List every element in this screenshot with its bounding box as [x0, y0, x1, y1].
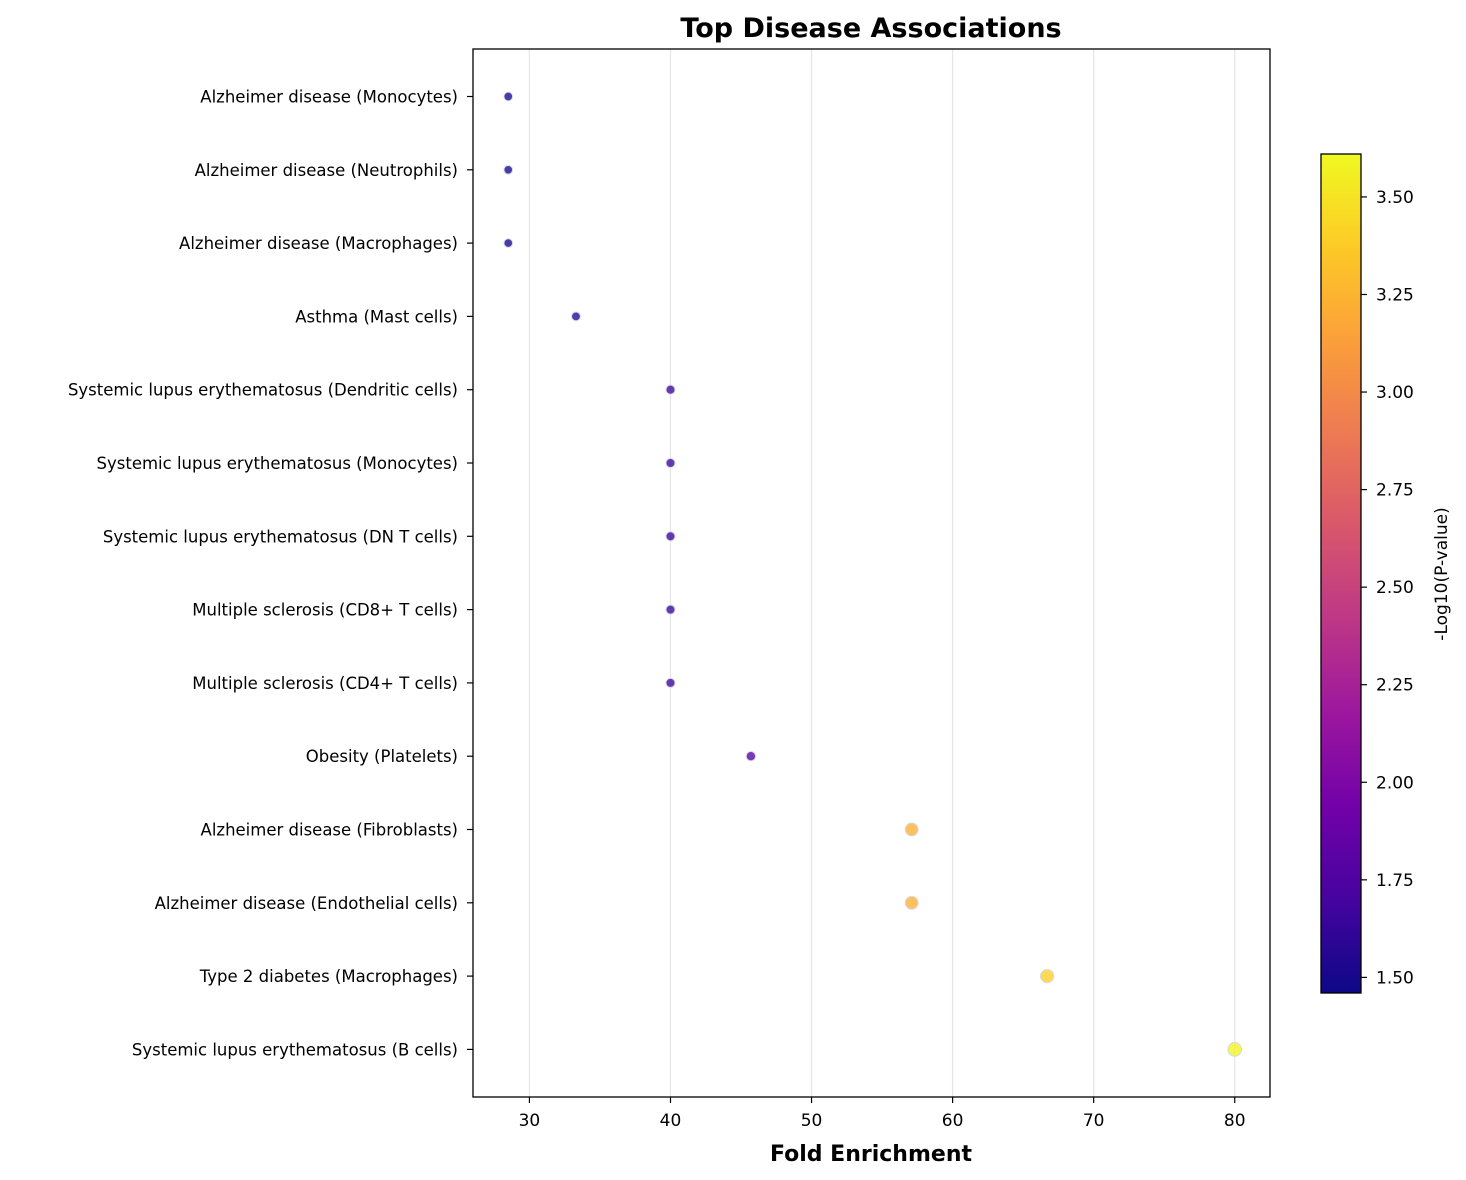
y-tick-label: Multiple sclerosis (CD8+ T cells) — [192, 601, 458, 620]
y-tick-label: Asthma (Mast cells) — [295, 307, 458, 326]
x-tick-label: 60 — [942, 1111, 964, 1131]
colorbar-tick-label: 2.00 — [1376, 773, 1414, 793]
y-tick-label: Alzheimer disease (Monocytes) — [200, 88, 458, 107]
data-point — [665, 677, 676, 688]
y-tick-label: Alzheimer disease (Neutrophils) — [195, 161, 458, 180]
y-tick-label: Type 2 diabetes (Macrophages) — [199, 967, 458, 986]
x-tick-label: 50 — [801, 1111, 823, 1131]
x-tick-label: 80 — [1224, 1111, 1246, 1131]
data-point — [665, 604, 676, 615]
x-tick-label: 40 — [660, 1111, 682, 1131]
data-point — [665, 457, 676, 469]
y-tick-label: Systemic lupus erythematosus (Monocytes) — [97, 454, 458, 473]
y-tick-label: Systemic lupus erythematosus (Dendritic … — [68, 381, 458, 400]
data-point — [503, 91, 514, 102]
y-tick-label: Alzheimer disease (Endothelial cells) — [155, 894, 458, 913]
colorbar-tick-label: 3.50 — [1376, 188, 1414, 208]
colorbar-label: -Log10(P-value) — [1432, 507, 1452, 640]
colorbar-tick-label: 3.00 — [1376, 383, 1414, 403]
data-point — [1227, 1042, 1243, 1057]
y-tick-label: Alzheimer disease (Fibroblasts) — [201, 821, 458, 840]
x-tick-label: 70 — [1083, 1111, 1105, 1131]
y-tick-label: Systemic lupus erythematosus (B cells) — [132, 1040, 458, 1059]
colorbar-axis: 1.50 1.75 2.00 2.25 2.50 2.75 3.00 3.25 3.50 — [1361, 188, 1414, 988]
colorbar-tick-label: 1.75 — [1376, 871, 1414, 891]
colorbar — [1320, 153, 1362, 994]
y-tick-label: Multiple sclerosis (CD4+ T cells) — [192, 674, 458, 693]
data-points — [503, 91, 1243, 1057]
y-axis: Alzheimer disease (Monocytes) Alzheimer d… — [68, 88, 473, 1059]
data-point — [904, 895, 919, 910]
colorbar-tick-label: 2.25 — [1376, 676, 1414, 696]
y-tick-label: Alzheimer disease (Macrophages) — [179, 234, 458, 253]
data-point — [665, 384, 676, 395]
x-axis: 30 40 50 60 70 80 — [519, 1097, 1246, 1131]
chart-title: Top Disease Associations — [680, 13, 1061, 44]
data-point — [503, 238, 514, 248]
x-tick-label: 30 — [519, 1111, 541, 1131]
x-axis-label: Fold Enrichment — [770, 1142, 972, 1167]
data-point — [571, 311, 581, 322]
data-point — [904, 822, 919, 837]
y-tick-label: Obesity (Platelets) — [306, 747, 458, 766]
data-point — [665, 531, 676, 542]
data-point — [1039, 968, 1055, 984]
colorbar-tick-label: 2.75 — [1376, 481, 1414, 501]
colorbar-tick-label: 3.25 — [1376, 285, 1414, 305]
data-point — [745, 751, 757, 762]
data-point — [503, 164, 514, 175]
colorbar-tick-label: 2.50 — [1376, 578, 1414, 598]
colorbar-tick-label: 1.50 — [1376, 968, 1414, 988]
plot-frame — [472, 48, 1271, 1098]
grid-lines — [528, 49, 1236, 1097]
y-tick-label: Systemic lupus erythematosus (DN T cells… — [103, 527, 458, 546]
